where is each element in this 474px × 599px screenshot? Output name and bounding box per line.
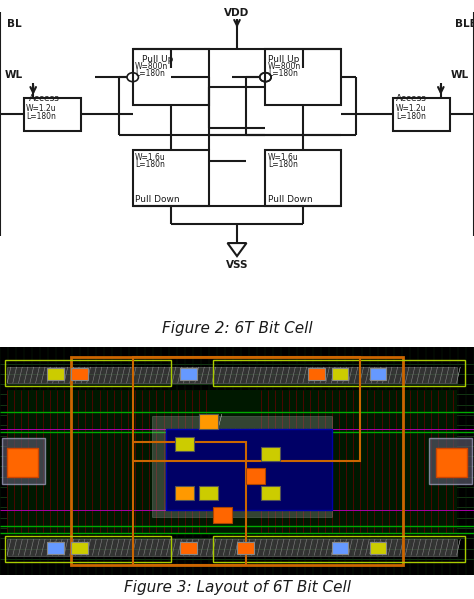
Text: Figure 3: Layout of 6T Bit Cell: Figure 3: Layout of 6T Bit Cell [124,579,350,595]
Bar [261,486,280,500]
Text: Figure 2: 6T Bit Cell: Figure 2: 6T Bit Cell [162,321,312,336]
Polygon shape [228,243,246,256]
Bar [308,368,325,380]
Bar [332,368,348,380]
Bar [175,437,194,452]
Bar [213,361,465,386]
Text: Access: Access [396,94,427,103]
Bar [180,368,197,380]
Text: Pull Down: Pull Down [268,195,312,204]
Bar [152,416,332,516]
Bar [213,507,232,523]
Text: BLB: BLB [455,19,474,29]
Bar [47,541,64,554]
Bar [2,438,45,484]
Bar [24,98,81,131]
Bar [199,486,218,500]
Bar [265,150,341,206]
Text: W=800n: W=800n [268,62,301,71]
Bar [332,541,348,554]
Text: W=1.2u: W=1.2u [396,104,427,113]
Bar [7,390,457,533]
Text: WL: WL [5,70,23,80]
Text: W=1.2u: W=1.2u [26,104,57,113]
Bar [265,49,341,105]
Bar [5,536,171,562]
Bar [7,448,38,477]
Text: L=180n: L=180n [135,69,165,78]
Text: Pull Down: Pull Down [135,195,180,204]
Bar [246,468,265,484]
Text: W=1.6u: W=1.6u [268,153,299,162]
Bar [199,414,218,429]
Bar [436,448,467,477]
Bar [213,536,465,562]
Bar [71,541,88,554]
Text: L=180n: L=180n [268,69,298,78]
Bar [133,150,209,206]
Bar [370,368,386,380]
Text: L=180n: L=180n [396,112,426,121]
Bar [7,539,457,555]
Bar [261,447,280,461]
Text: VSS: VSS [226,260,248,270]
Bar [393,98,450,131]
Bar [175,486,194,500]
Text: L=180n: L=180n [26,112,56,121]
Text: L=180n: L=180n [268,161,298,170]
Bar [429,438,472,484]
Bar [180,541,197,554]
Text: W=800n: W=800n [135,62,168,71]
Bar [47,368,64,380]
Bar [133,441,246,565]
Text: WL: WL [451,70,469,80]
Bar [166,429,332,510]
Bar [133,49,209,105]
Bar [237,541,254,554]
Text: VDD: VDD [224,8,250,17]
Text: Pull Up: Pull Up [142,55,173,64]
Bar [133,357,360,461]
Text: W=1.6u: W=1.6u [135,153,166,162]
Bar [7,367,457,383]
Bar [370,541,386,554]
Bar [71,357,403,565]
Text: Pull Up: Pull Up [268,55,299,64]
Text: BL: BL [7,19,22,29]
Bar [71,368,88,380]
Bar [5,361,171,386]
Text: Access: Access [28,94,59,103]
Text: L=180n: L=180n [135,161,165,170]
